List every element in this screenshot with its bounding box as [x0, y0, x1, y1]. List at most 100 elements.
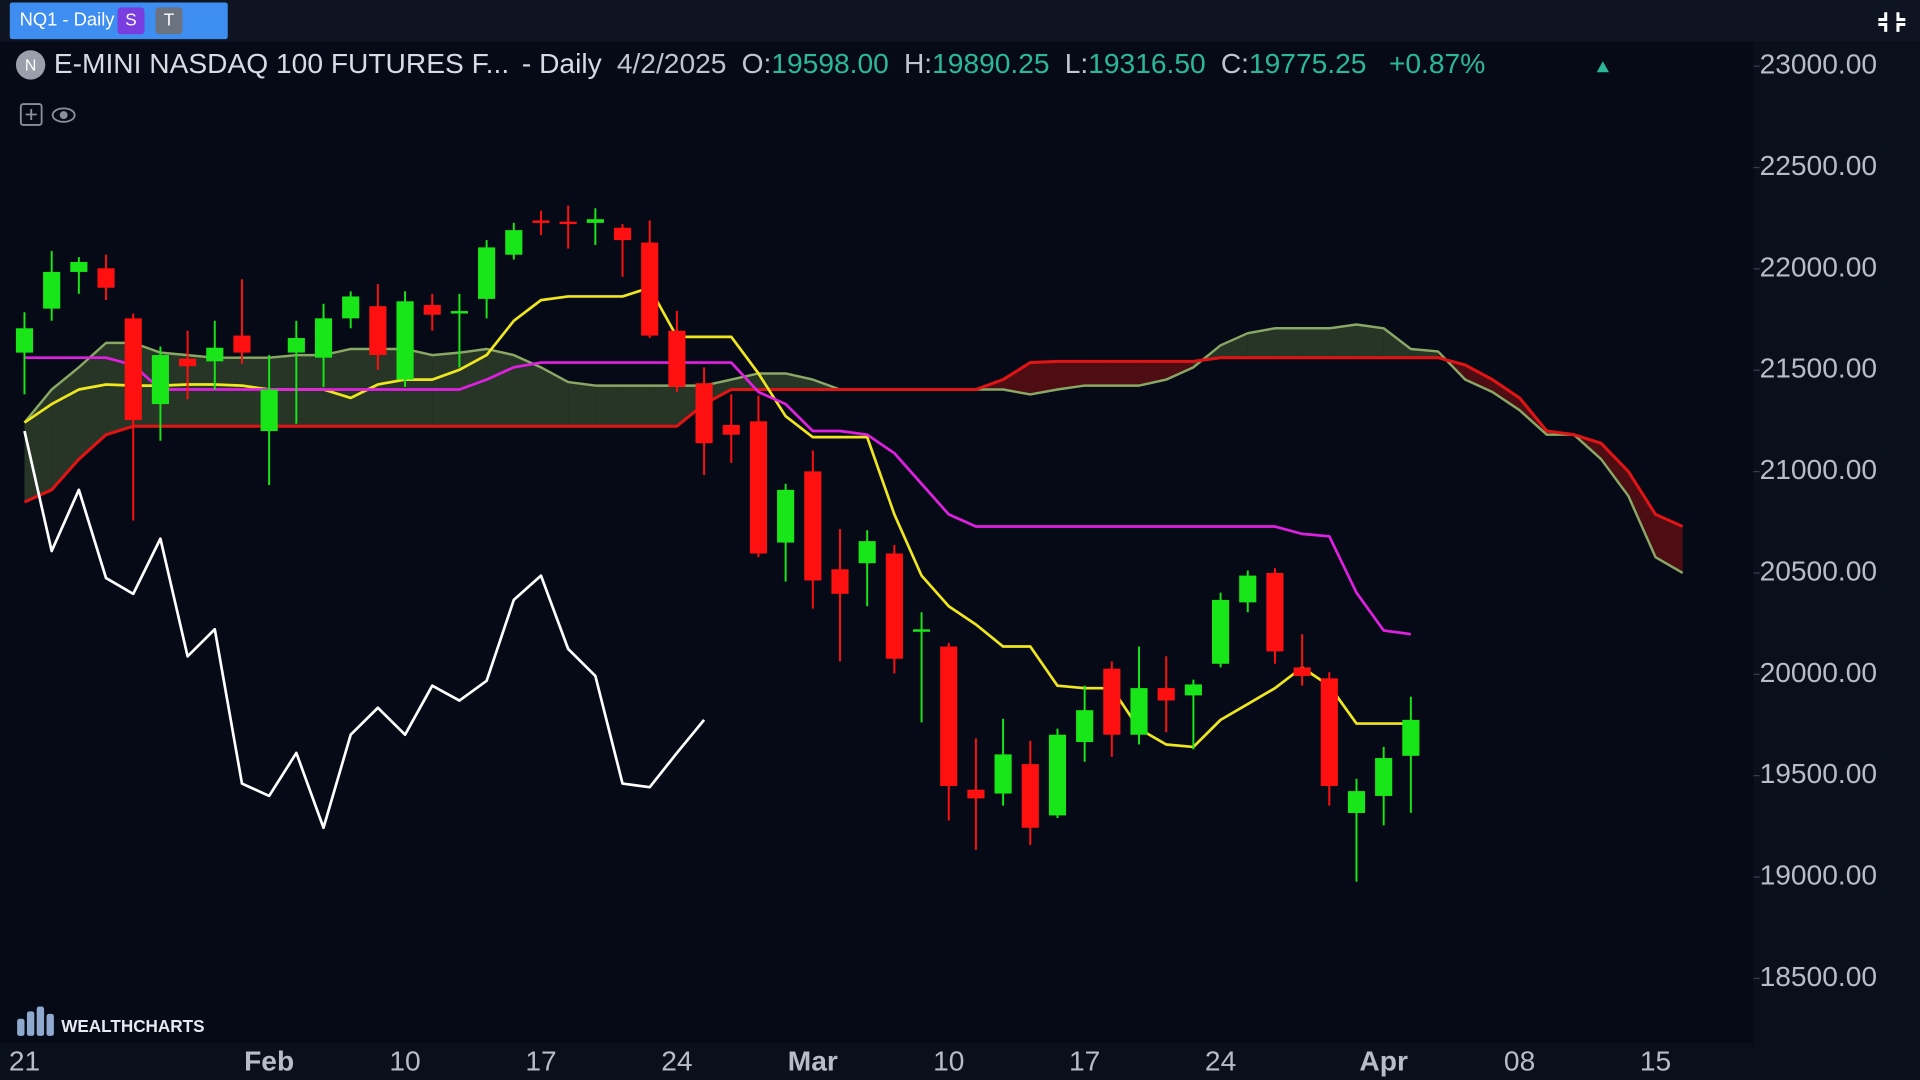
- y-tick-label: 19500.00: [1760, 758, 1877, 789]
- ohlc-value: 19598.00: [771, 49, 888, 80]
- candle-body: [179, 358, 197, 367]
- cloud-fill: [1492, 379, 1520, 411]
- cloud-fill: [1655, 514, 1683, 573]
- cloud-fill: [214, 357, 242, 427]
- candle-body: [151, 355, 169, 405]
- legend-tools[interactable]: [19, 103, 76, 126]
- candle-body: [1048, 734, 1067, 816]
- candle-body: [994, 754, 1012, 794]
- cloud-fill: [350, 348, 378, 427]
- up-arrow: [1596, 61, 1609, 73]
- cloud-fill: [785, 373, 813, 390]
- cloud-fill: [1220, 333, 1248, 358]
- time-axis: [0, 1043, 1754, 1080]
- y-tick-label: 21000.00: [1760, 454, 1877, 485]
- candle-body: [967, 789, 985, 799]
- cloud-fill: [486, 348, 514, 427]
- candle-body: [260, 389, 278, 432]
- candle-body: [1021, 764, 1039, 828]
- cloud-fill: [323, 348, 351, 427]
- top-bar: [0, 0, 1920, 42]
- candle-body: [749, 421, 768, 554]
- badge[interactable]: [117, 7, 145, 35]
- cloud-fill: [622, 385, 650, 427]
- candle-body: [314, 318, 333, 358]
- ohlc-label: L:: [1065, 49, 1088, 80]
- badge[interactable]: [155, 7, 183, 35]
- overlay-line: [24, 356, 1412, 636]
- candle-body: [1320, 678, 1338, 787]
- cloud-fill: [649, 385, 677, 427]
- candle-body: [777, 489, 795, 543]
- badge-label[interactable]: S: [125, 9, 136, 29]
- ohlc-value: 19316.50: [1088, 49, 1205, 80]
- interval: - Daily: [522, 49, 603, 80]
- y-tick-label: 22000.00: [1760, 251, 1877, 282]
- date: 4/2/2025: [617, 49, 727, 80]
- y-tick-label: 20000.00: [1760, 657, 1877, 688]
- candle-body: [369, 306, 387, 356]
- cloud-fill: [1302, 328, 1330, 358]
- cloud-fill: [1057, 361, 1085, 390]
- candle-body: [1266, 572, 1284, 652]
- candle-body: [396, 301, 414, 380]
- ohlc-label: O:: [742, 49, 772, 80]
- candle-body: [912, 629, 931, 632]
- candle-body: [97, 268, 115, 288]
- cloud-fill: [51, 367, 79, 490]
- fullscreen-icon[interactable]: [1878, 12, 1906, 32]
- cloud-fill: [513, 355, 541, 427]
- cloud-fill: [1139, 361, 1167, 386]
- candle-body: [1375, 758, 1393, 796]
- cloud-fill: [1084, 361, 1112, 386]
- candle-body: [1157, 688, 1175, 701]
- cloud-fill: [1166, 361, 1194, 380]
- cloud-fill: [1247, 328, 1275, 358]
- x-tick-label: 10: [933, 1045, 964, 1076]
- cloud-fill: [1329, 324, 1357, 358]
- candle-body: [43, 271, 61, 309]
- price-axis: [1753, 41, 1920, 1080]
- y-tick-label: 19000.00: [1760, 859, 1877, 890]
- cloud-fill: [568, 382, 596, 427]
- candle-body: [586, 219, 604, 223]
- x-tick-label: 21: [9, 1045, 40, 1076]
- x-tick-label: 15: [1640, 1045, 1671, 1076]
- x-tick-label: Mar: [788, 1045, 838, 1076]
- candle-body: [206, 347, 224, 362]
- change: +0.87%: [1389, 49, 1485, 80]
- overlay-line: [23, 286, 1411, 749]
- candle-body: [124, 318, 142, 421]
- candle-body: [423, 304, 441, 315]
- cloud-fill: [1601, 443, 1629, 496]
- badge-label[interactable]: T: [164, 9, 175, 29]
- candle-body: [1402, 719, 1420, 756]
- cloud-fill: [540, 367, 569, 427]
- symbol-badge-label: N: [25, 57, 37, 74]
- legend: E-MINI NASDAQ 100 FUTURES F... - Daily 4…: [54, 49, 1485, 80]
- ohlc-label: H:: [904, 49, 932, 80]
- cloud-fill: [1274, 328, 1303, 358]
- candle-body: [804, 471, 822, 581]
- cloud-fill: [1383, 328, 1411, 358]
- ohlc-value: 19890.25: [932, 49, 1049, 80]
- x-tick-label: 10: [389, 1045, 420, 1076]
- candle-body: [532, 220, 550, 223]
- candle-body: [1239, 575, 1257, 603]
- tab-label[interactable]: NQ1 - Daily: [20, 9, 116, 30]
- candle-body: [233, 335, 251, 353]
- y-tick-label: 23000.00: [1760, 49, 1877, 80]
- candle-body: [1103, 668, 1121, 735]
- x-tick-label: 24: [661, 1045, 692, 1076]
- cloud-fill: [1628, 471, 1656, 558]
- candle-body: [287, 338, 305, 353]
- candle-body: [831, 569, 849, 594]
- watermark: WEALTHCHARTS: [61, 1016, 204, 1036]
- cloud-fill: [595, 385, 623, 427]
- cloud-fill: [1465, 364, 1493, 392]
- candle-body: [15, 328, 34, 353]
- candle-body: [450, 311, 468, 314]
- candle-body: [1212, 599, 1230, 664]
